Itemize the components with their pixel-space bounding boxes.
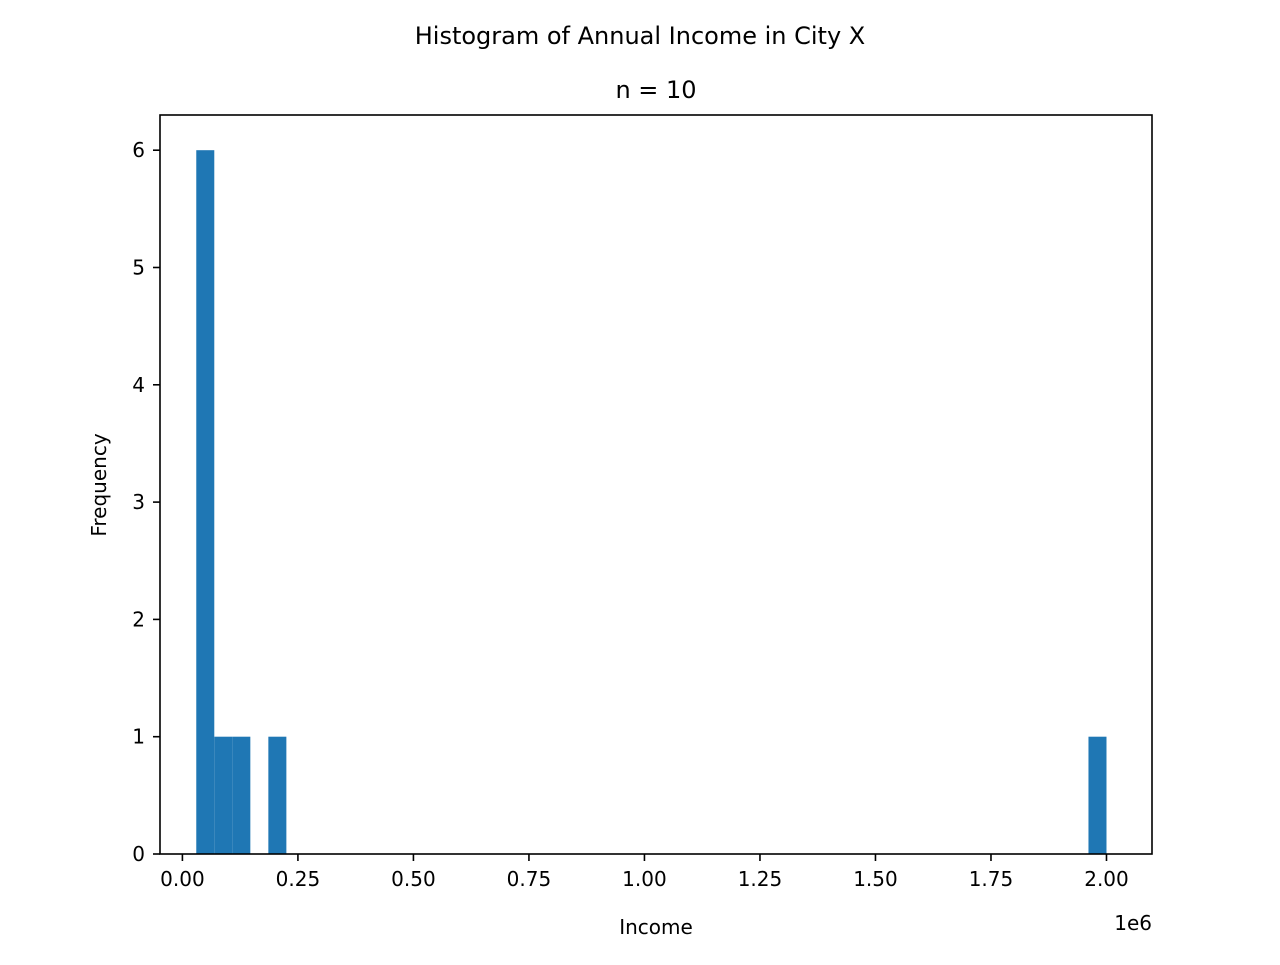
y-tick-label: 1 <box>132 725 145 749</box>
x-tick-label: 1.00 <box>622 867 667 891</box>
histogram-bar <box>214 736 233 854</box>
chart-title: Histogram of Annual Income in City X <box>415 22 866 50</box>
chart-subtitle: n = 10 <box>615 76 696 104</box>
x-tick-label: 1.75 <box>969 867 1014 891</box>
x-axis-offset-label: 1e6 <box>1114 911 1152 935</box>
plot-frame <box>159 114 1153 855</box>
x-axis-ticks: 0.00 0.25 0.50 0.75 1.00 1.25 1.50 1.75 2.00 <box>160 854 1129 891</box>
y-tick-label: 5 <box>132 255 145 279</box>
y-axis-ticks: 0 1 2 3 4 5 6 <box>132 138 160 866</box>
x-tick-label: 0.50 <box>391 867 436 891</box>
y-tick-label: 6 <box>132 138 145 162</box>
y-tick-label: 3 <box>132 490 145 514</box>
histogram-bar <box>196 150 215 854</box>
y-tick-label: 0 <box>132 842 145 866</box>
x-tick-label: 0.00 <box>160 867 205 891</box>
histogram-bar <box>232 736 251 854</box>
x-tick-label: 1.25 <box>738 867 783 891</box>
x-tick-label: 2.00 <box>1084 867 1129 891</box>
y-axis-label: Frequency <box>87 433 111 536</box>
x-tick-label: 0.25 <box>276 867 321 891</box>
histogram-bar <box>1088 736 1107 854</box>
x-axis-label: Income <box>619 915 693 939</box>
histogram-bar <box>268 736 287 854</box>
x-tick-label: 1.50 <box>853 867 898 891</box>
y-tick-label: 4 <box>132 373 145 397</box>
y-tick-label: 2 <box>132 607 145 631</box>
x-tick-label: 0.75 <box>507 867 552 891</box>
bars-layer <box>196 150 1107 854</box>
